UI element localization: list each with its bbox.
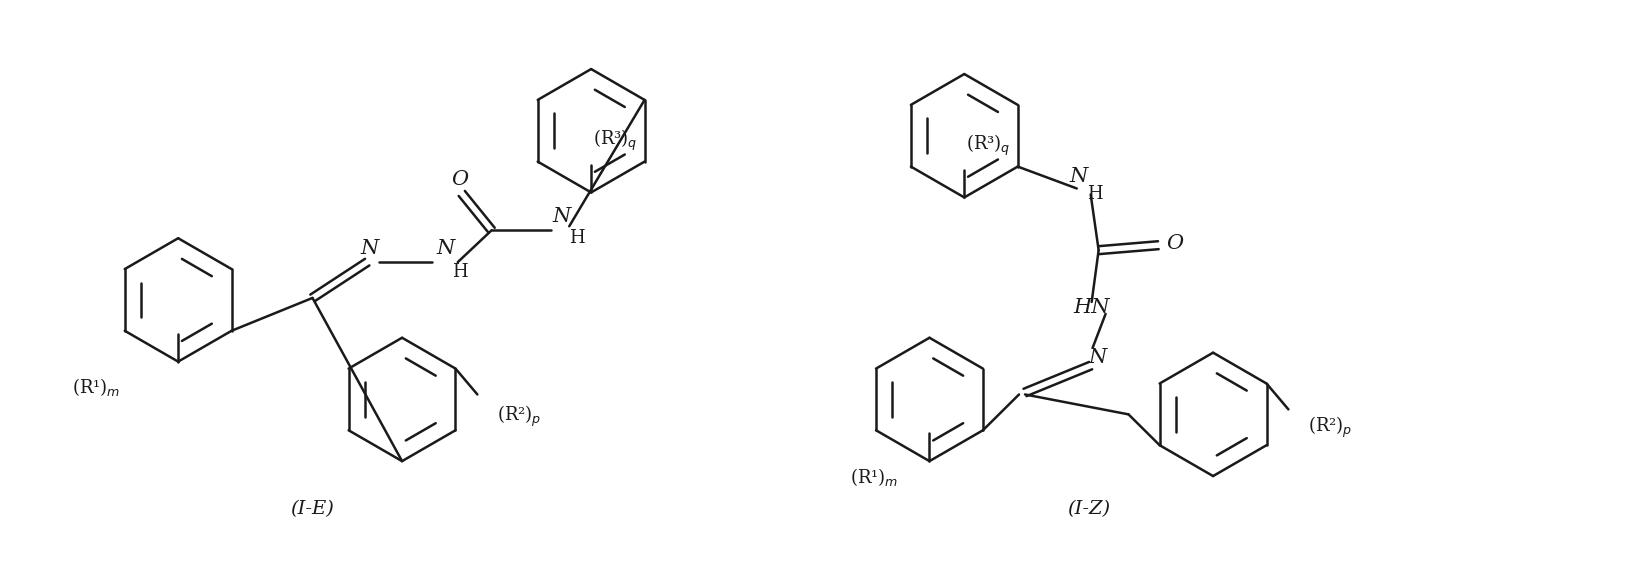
Text: (R³)$_q$: (R³)$_q$ — [966, 133, 1010, 158]
Text: H: H — [452, 263, 467, 281]
Text: (I-Z): (I-Z) — [1068, 500, 1110, 518]
Text: O: O — [1166, 234, 1183, 253]
Text: N: N — [553, 207, 571, 226]
Text: (R²)$_p$: (R²)$_p$ — [497, 404, 541, 429]
Text: (R¹)$_m$: (R¹)$_m$ — [850, 466, 898, 488]
Text: N: N — [1089, 348, 1107, 367]
Text: (R¹)$_m$: (R¹)$_m$ — [72, 377, 120, 398]
Text: N: N — [360, 238, 378, 258]
Text: (I-E): (I-E) — [291, 500, 334, 518]
Text: H: H — [1087, 185, 1102, 204]
Text: O: O — [451, 170, 469, 189]
Text: HN: HN — [1074, 298, 1110, 318]
Text: (R²)$_p$: (R²)$_p$ — [1308, 415, 1352, 440]
Text: (R³)$_q$: (R³)$_q$ — [594, 128, 638, 153]
Text: H: H — [569, 229, 586, 247]
Text: N: N — [436, 238, 456, 258]
Text: N: N — [1069, 167, 1087, 186]
